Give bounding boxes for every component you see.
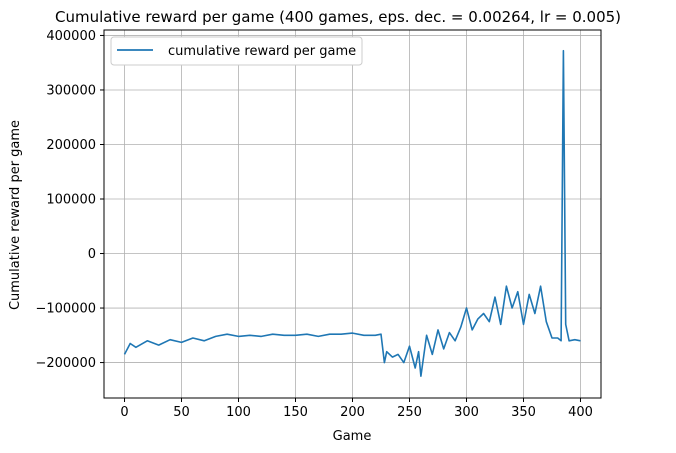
y-axis-label: Cumulative reward per game: [8, 120, 23, 310]
series-layer: [123, 49, 581, 378]
x-tick-label: 50: [173, 405, 190, 420]
x-tick-label: 100: [226, 405, 251, 420]
legend-box: [110, 36, 363, 66]
x-axis-label: Game: [333, 429, 372, 444]
x-tick-label: 200: [340, 405, 365, 420]
series-line: [123, 49, 581, 378]
x-tick-label: 350: [511, 405, 536, 420]
legend-label: cumulative reward per game: [168, 44, 356, 59]
y-tick-label: −100000: [35, 302, 96, 317]
y-tick-label: −200000: [35, 356, 96, 371]
grid: [104, 30, 601, 398]
y-tick-label: 100000: [46, 193, 96, 208]
y-axis-ticks: −200000 −100000 0 100000 200000 300000 400000: [35, 29, 104, 371]
chart-title: Cumulative reward per game (400 games, e…: [55, 8, 621, 26]
x-tick-label: 250: [397, 405, 422, 420]
x-tick-label: 150: [283, 405, 308, 420]
y-tick-label: 0: [88, 247, 96, 262]
x-tick-label: 400: [568, 405, 593, 420]
x-tick-label: 0: [120, 405, 128, 420]
x-tick-label: 300: [454, 405, 479, 420]
legend: cumulative reward per game: [110, 36, 363, 66]
y-tick-label: 300000: [46, 83, 96, 98]
y-tick-label: 400000: [46, 29, 96, 44]
x-axis-ticks: 0 50 100 150 200 250 300 350 400: [120, 398, 593, 420]
y-tick-label: 200000: [46, 138, 96, 153]
